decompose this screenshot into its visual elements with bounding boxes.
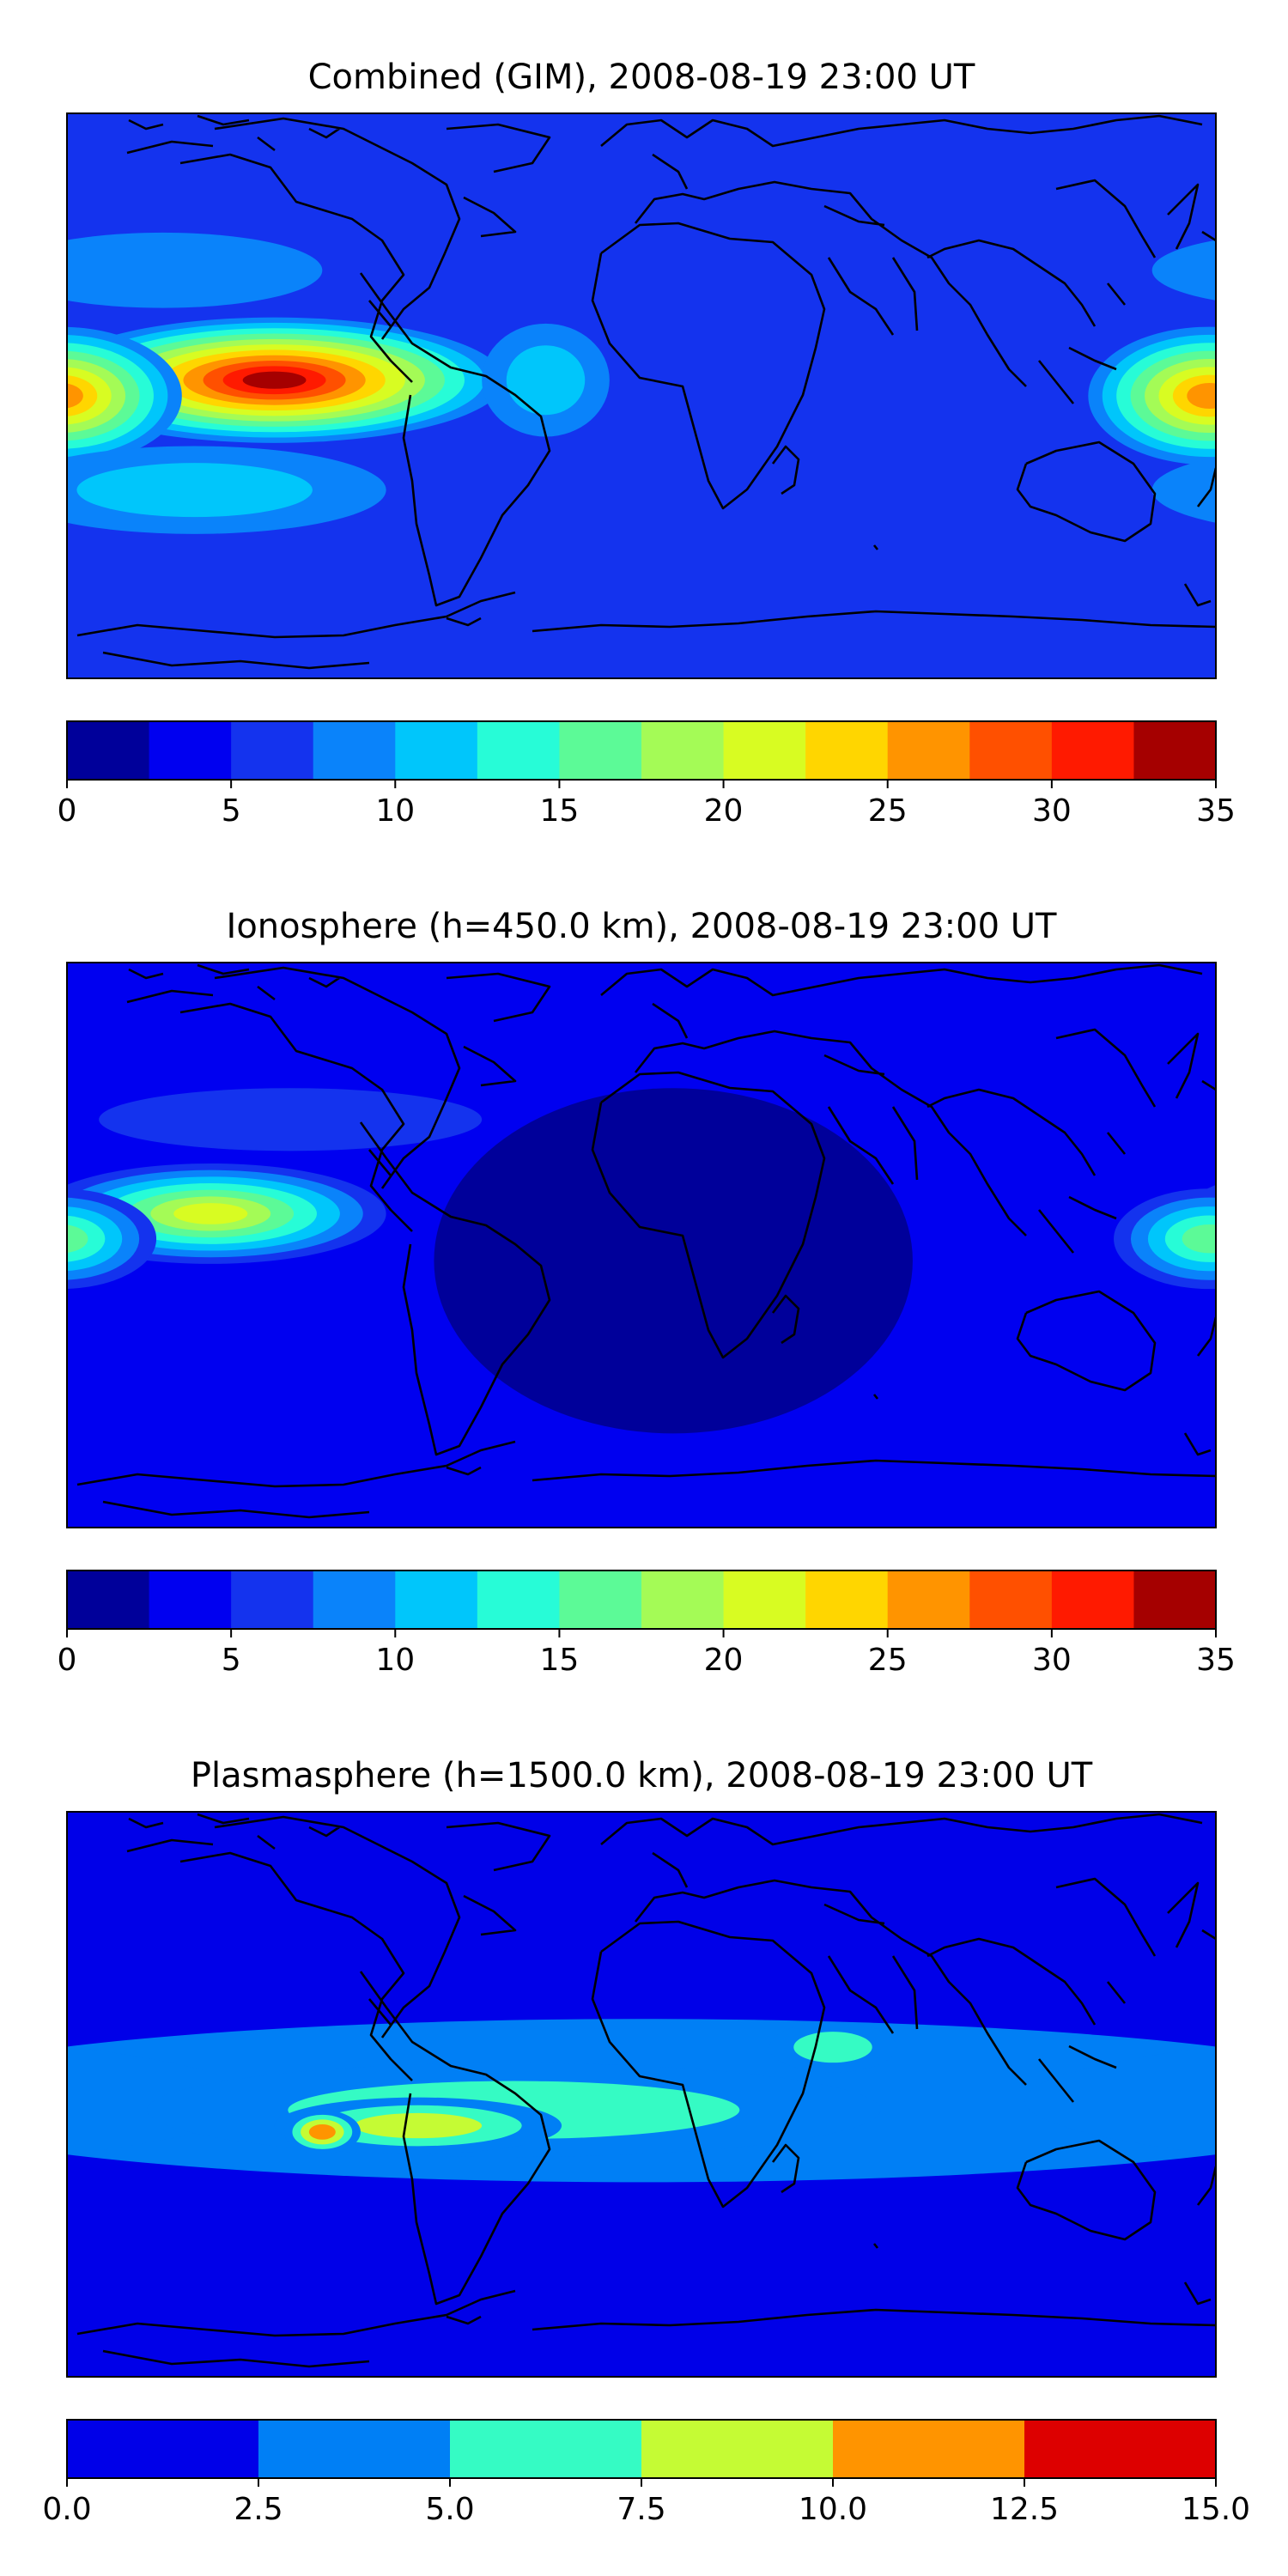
colorbar-segment xyxy=(1051,1571,1134,1629)
colorbar-segment xyxy=(313,1571,396,1629)
contour-equatorial-band-wrap xyxy=(1024,2046,1216,2155)
contour-east-pacific-peak-wrap xyxy=(1213,371,1216,389)
colorbar-segment xyxy=(723,721,806,780)
colorbar-frame xyxy=(66,720,1217,781)
colorbar: 0 5 10 15 20 25 30 35 xyxy=(58,1570,1236,1678)
colorbar-segment xyxy=(67,721,150,780)
colorbar-segment xyxy=(231,721,314,780)
panel-ionosphere: Ionosphere (h=450.0 km), 2008-08-19 23:0… xyxy=(58,907,1236,1678)
map-frame xyxy=(66,112,1217,679)
map-fill xyxy=(67,113,1216,678)
colorbar-tick-label: 5 xyxy=(222,793,241,829)
chart-title: Combined (GIM), 2008-08-19 23:00 UT xyxy=(308,58,975,97)
colorbar-tick-label: 10 xyxy=(375,1643,415,1678)
colorbar-segment xyxy=(395,721,478,780)
colorbar-segment xyxy=(149,1571,232,1629)
panel-plasmasphere: Plasmasphere (h=1500.0 km), 2008-08-19 2… xyxy=(42,1756,1250,2527)
colorbar-tick-label: 20 xyxy=(704,793,744,829)
colorbar-segment xyxy=(887,1571,970,1629)
contour-west-pacific-peak-wrap xyxy=(67,1215,106,1262)
contour-south-america-core-level-4 xyxy=(308,2123,336,2140)
colorbar: 0.0 2.5 5.0 7.5 10.0 12.5 15.0 xyxy=(42,2419,1250,2527)
colorbar-segment xyxy=(641,721,725,780)
colorbar-tick-label: 30 xyxy=(1032,793,1072,829)
colorbar-segment xyxy=(149,721,232,780)
colorbar-segment xyxy=(559,721,642,780)
contour-east-pacific-peak-level-13 xyxy=(242,371,307,389)
colorbar-tick-label: 5.0 xyxy=(425,2492,474,2527)
colorbar-tick-label: 0 xyxy=(58,793,77,829)
contour-atlantic-tongue-level-4 xyxy=(506,345,586,416)
contour-northern-pacific-band-level-3 xyxy=(67,232,323,308)
colorbar-tick-label: 15 xyxy=(540,793,580,829)
panel-combined: Combined (GIM), 2008-08-19 23:00 UT 0 5 10… xyxy=(58,58,1236,829)
colorbar-tick-label: 35 xyxy=(1196,793,1236,829)
map-fill xyxy=(67,1812,1216,2377)
contour-west-pacific-peak-wrap xyxy=(67,375,98,416)
colorbar-segment xyxy=(477,1571,560,1629)
colorbar-segment xyxy=(67,2420,259,2478)
map-frame xyxy=(66,1811,1217,2378)
map-fill xyxy=(67,963,1216,1528)
contour-west-pacific-peak-level-10 xyxy=(1187,383,1216,409)
colorbar-tick-label: 7.5 xyxy=(617,2492,665,2527)
colorbar-tick-label: 30 xyxy=(1032,1643,1072,1678)
colorbar-segment xyxy=(969,1571,1053,1629)
colorbar-segment xyxy=(723,1571,806,1629)
contour-northern-americas-band-level-2 xyxy=(99,1088,483,1151)
contour-northern-pacific-band-wrap xyxy=(1151,240,1216,301)
colorbar-segment xyxy=(805,721,889,780)
colorbar-tick-label: 10 xyxy=(375,793,415,829)
colorbar-segment xyxy=(887,721,970,780)
colorbar-tick-label: 15.0 xyxy=(1182,2492,1250,2527)
colorbar-tick-label: 25 xyxy=(868,1643,908,1678)
colorbar-segment xyxy=(231,1571,314,1629)
colorbar-segment xyxy=(450,2420,642,2478)
colorbar-segment xyxy=(1024,2420,1217,2478)
contour-west-pacific-peak-wrap xyxy=(67,1224,88,1253)
colorbar-tick-label: 5 xyxy=(222,1643,241,1678)
colorbar-segment xyxy=(969,721,1053,780)
colorbar-tick-label: 10.0 xyxy=(799,2492,867,2527)
colorbar-segment xyxy=(1133,721,1217,780)
contour-east-pacific-peak-level-8 xyxy=(173,1203,248,1224)
colorbar-segment xyxy=(641,2420,834,2478)
colorbar-segment xyxy=(258,2420,451,2478)
contour-west-pacific-peak-wrap xyxy=(67,383,83,409)
colorbar-segment xyxy=(395,1571,478,1629)
contour-south-america-peak-level-3 xyxy=(354,2112,483,2139)
colorbar-tick-label: 2.5 xyxy=(234,2492,283,2527)
colorbar-tick-label: 25 xyxy=(868,793,908,829)
colorbar-tick-label: 20 xyxy=(704,1643,744,1678)
colorbar-segment xyxy=(1133,1571,1217,1629)
colorbar-tick-label: 15 xyxy=(540,1643,580,1678)
colorbar-tick-label: 0 xyxy=(58,1643,77,1678)
colorbar-segment xyxy=(1051,721,1134,780)
contour-atlantic-africa-trough-level-0 xyxy=(434,1088,913,1434)
colorbar-segment xyxy=(313,721,396,780)
colorbar-segment xyxy=(805,1571,889,1629)
colorbar-tick-label: 0.0 xyxy=(42,2492,91,2527)
chart-title: Plasmasphere (h=1500.0 km), 2008-08-19 2… xyxy=(191,1756,1093,1795)
colorbar-tick-label: 35 xyxy=(1196,1643,1236,1678)
colorbar-tick-label: 12.5 xyxy=(990,2492,1059,2527)
contour-arabian-lobe-level-2 xyxy=(793,2032,872,2063)
colorbar-segment xyxy=(477,721,560,780)
contour-east-pacific-peak-wrap xyxy=(1206,1199,1216,1229)
contour-southern-pacific-band-level-4 xyxy=(76,463,313,518)
colorbar-segment xyxy=(833,2420,1025,2478)
contour-southern-pacific-band-wrap xyxy=(1151,457,1216,523)
colorbar: 0 5 10 15 20 25 30 35 xyxy=(58,720,1236,829)
colorbar-segment xyxy=(67,1571,150,1629)
contour-west-pacific-peak-level-6 xyxy=(1182,1224,1216,1254)
colorbar-frame xyxy=(66,1570,1217,1630)
map-frame xyxy=(66,962,1217,1528)
colorbar-segment xyxy=(641,1571,725,1629)
chart-title: Ionosphere (h=450.0 km), 2008-08-19 23:0… xyxy=(227,907,1057,946)
colorbar-segment xyxy=(559,1571,642,1629)
